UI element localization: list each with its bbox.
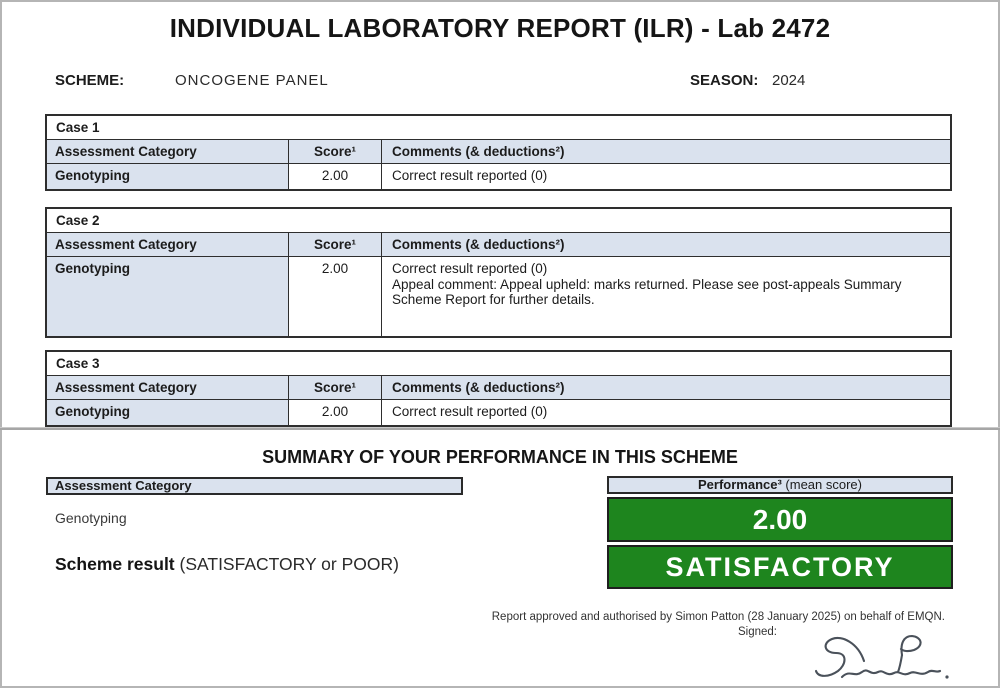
comment-line: Correct result reported (0) (392, 261, 548, 276)
scheme-result-box: SATISFACTORY (607, 545, 953, 589)
category-cell: Genotyping (47, 164, 289, 189)
summary-category-value: Genotyping (55, 510, 127, 526)
table-row: Genotyping 2.00 Correct result reported … (47, 257, 950, 336)
case-2-table: Case 2 Assessment Category Score¹ Commen… (45, 207, 952, 338)
case-1-table: Case 1 Assessment Category Score¹ Commen… (45, 114, 952, 191)
summary-title: SUMMARY OF YOUR PERFORMANCE IN THIS SCHE… (262, 447, 738, 467)
column-header-category: Assessment Category (47, 233, 289, 256)
approval-statement: Report approved and authorised by Simon … (491, 611, 945, 623)
performance-header-normal: (mean score) (781, 477, 862, 492)
performance-header-bold: Performance³ (697, 477, 782, 492)
scheme-value: ONCOGENE PANEL (175, 72, 329, 89)
score-cell: 2.00 (289, 400, 382, 425)
comments-cell: Correct result reported (0) (382, 400, 950, 425)
season-value: 2024 (772, 72, 806, 89)
case-1-header-row: Assessment Category Score¹ Comments (& d… (47, 140, 950, 164)
report-title: INDIVIDUAL LABORATORY REPORT (ILR) - Lab… (169, 13, 831, 43)
season-label: SEASON: (690, 72, 759, 89)
case-3-table: Case 3 Assessment Category Score¹ Commen… (45, 350, 952, 427)
column-header-comments: Comments (& deductions²) (392, 144, 565, 159)
column-header-score: Score¹ (289, 233, 382, 256)
page-break-divider (0, 427, 1000, 430)
scheme-result-label: Scheme result (55, 554, 180, 574)
signed-label: Signed: (738, 626, 778, 638)
scheme-result-options: (SATISFACTORY or POOR) (179, 554, 399, 574)
summary-performance-header: Performance³ (mean score) (607, 476, 953, 494)
table-row: Genotyping 2.00 Correct result reported … (47, 400, 950, 425)
comment-line: Correct result reported (0) (392, 168, 548, 183)
column-header-score: Score¹ (289, 140, 382, 163)
category-cell: Genotyping (47, 257, 289, 336)
appeal-comment-line: Appeal comment: Appeal upheld: marks ret… (392, 277, 902, 307)
column-header-category: Assessment Category (47, 376, 289, 399)
case-3-title: Case 3 (47, 352, 950, 376)
comments-cell: Correct result reported (0) Appeal comme… (382, 257, 950, 336)
scheme-result-line: Scheme result (SATISFACTORY or POOR) (55, 554, 399, 575)
comment-line: Correct result reported (0) (392, 404, 548, 419)
case-3-header-row: Assessment Category Score¹ Comments (& d… (47, 376, 950, 400)
scheme-label: SCHEME: (55, 72, 125, 89)
column-header-category: Assessment Category (47, 140, 289, 163)
column-header-comments: Comments (& deductions²) (392, 237, 565, 252)
column-header-score: Score¹ (289, 376, 382, 399)
case-2-title: Case 2 (47, 209, 950, 233)
case-1-title: Case 1 (47, 116, 950, 140)
category-cell: Genotyping (47, 400, 289, 425)
signature-simon-patton (812, 631, 952, 692)
score-cell: 2.00 (289, 164, 382, 189)
score-cell: 2.00 (289, 257, 382, 336)
table-row: Genotyping 2.00 Correct result reported … (47, 164, 950, 189)
signature-ink (814, 634, 949, 679)
case-2-header-row: Assessment Category Score¹ Comments (& d… (47, 233, 950, 257)
summary-category-header: Assessment Category (46, 477, 463, 495)
column-header-comments: Comments (& deductions²) (392, 380, 565, 395)
comments-cell: Correct result reported (0) (382, 164, 950, 189)
mean-score-box: 2.00 (607, 497, 953, 542)
